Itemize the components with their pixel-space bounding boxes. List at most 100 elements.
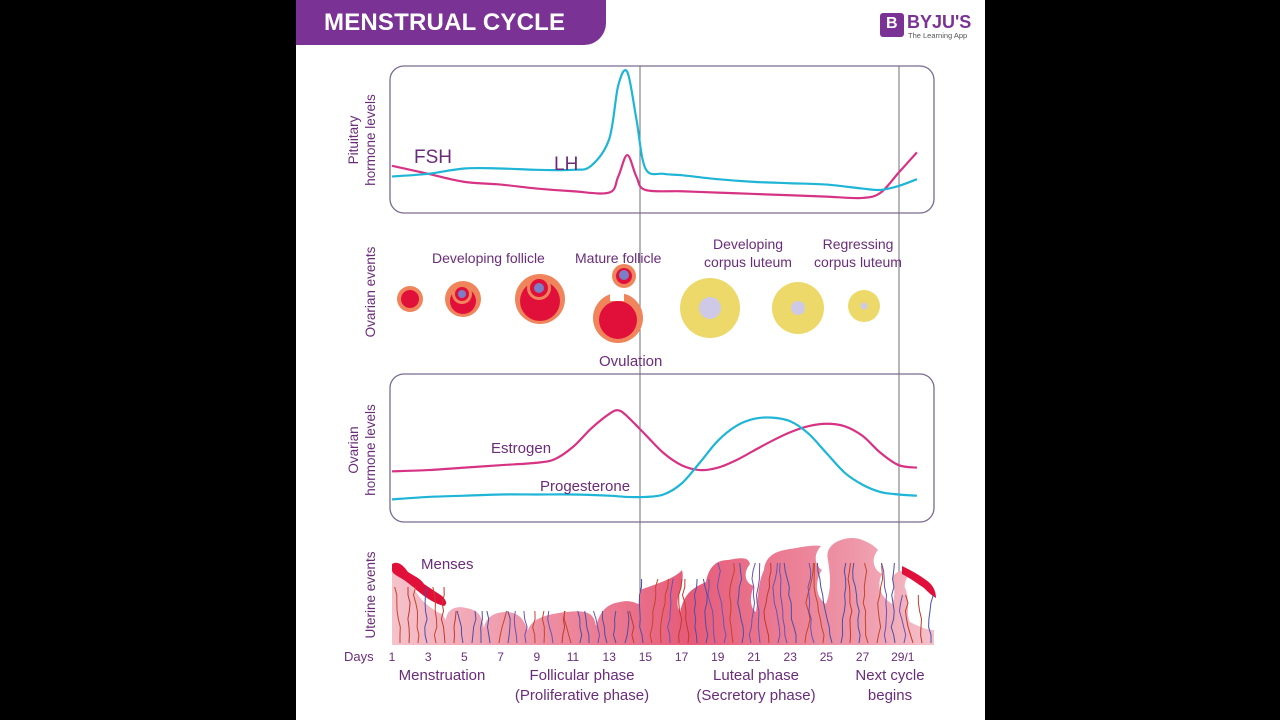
artery-vessel	[840, 562, 847, 644]
days-axis-label: Days	[344, 649, 374, 664]
spiral-arteries	[394, 562, 934, 644]
day-tick: 25	[820, 650, 834, 664]
artery-vessel	[904, 594, 914, 644]
estrogen-curve	[391, 409, 918, 473]
menses-label: Menses	[421, 556, 474, 573]
diagram-canvas: MENSTRUAL CYCLE B BYJU'S The Learning Ap…	[296, 0, 985, 720]
tertiary-follicle	[515, 274, 565, 324]
artery-vessel	[424, 586, 428, 644]
day-tick: 13	[603, 650, 617, 664]
progesterone-label: Progesterone	[540, 478, 630, 495]
logo-icon: B	[880, 13, 904, 37]
artery-vessel	[707, 578, 716, 644]
artery-vessel	[593, 610, 601, 644]
artery-vessel	[772, 562, 781, 644]
artery-vessel	[783, 562, 797, 643]
uterine-ylabel: Uterine events	[363, 551, 378, 638]
progesterone-curve	[391, 416, 917, 501]
ovarian-events-ylabel: Ovarian events	[363, 246, 378, 337]
artery-vessel	[716, 562, 727, 644]
artery-vessel	[862, 562, 869, 644]
artery-vessel	[876, 562, 884, 644]
estrogen-label: Estrogen	[491, 440, 551, 457]
artery-vessel	[638, 578, 644, 644]
developing-corpus-luteum-medium	[772, 282, 824, 334]
pituitary-ylabel-1: Pituitary	[346, 115, 361, 164]
pituitary-curves	[391, 69, 918, 200]
artery-vessel	[729, 562, 735, 644]
artery-vessel	[763, 562, 772, 644]
artery-vessel	[486, 610, 491, 644]
developing-corpus-luteum-large	[680, 278, 740, 338]
artery-vessel	[440, 586, 446, 644]
artery-vessel	[612, 610, 617, 644]
menstrual-cycle-diagram: Pituitary hormone levels Ovarian events …	[344, 65, 936, 704]
artery-vessel	[681, 578, 690, 644]
artery-vessel	[649, 578, 659, 644]
pituitary-ylabel-2: hormone levels	[363, 94, 378, 186]
regressing-corpus-label-1: Regressing	[823, 236, 894, 252]
developing-follicle-label: Developing follicle	[432, 250, 545, 266]
artery-vessel	[779, 562, 788, 644]
mature-follicle-label: Mature follicle	[575, 250, 662, 266]
developing-corpus-label-2: corpus luteum	[704, 254, 792, 270]
day-ticks: 1 3 5 7 9 11 13 15 17 19 21 23 25 27 29/1	[389, 650, 915, 664]
fsh-label: FSH	[414, 147, 452, 168]
artery-vessel	[394, 586, 401, 643]
artery-vessel	[678, 578, 683, 644]
phase-next-cycle: Next cycle	[855, 667, 924, 684]
artery-vessel	[667, 578, 674, 644]
ovulation-label: Ovulation	[599, 353, 662, 370]
day-tick: 23	[784, 650, 798, 664]
artery-vessel	[629, 610, 635, 644]
artery-vessel	[407, 587, 411, 644]
day-tick: 11	[567, 650, 580, 664]
artery-vessel	[804, 562, 814, 644]
artery-vessel	[471, 610, 477, 644]
phase-follicular: Follicular phase	[529, 667, 634, 684]
artery-vessel	[507, 610, 511, 644]
page-title: MENSTRUAL CYCLE	[324, 9, 566, 36]
fsh-curve	[391, 151, 918, 200]
artery-vessel	[523, 610, 528, 644]
artery-vessel	[813, 562, 825, 644]
artery-vessel	[547, 610, 554, 644]
endometrium	[392, 538, 934, 645]
artery-vessel	[817, 562, 833, 644]
artery-vessel	[748, 562, 756, 644]
regressing-corpus-label-2: corpus luteum	[814, 254, 902, 270]
artery-vessel	[480, 610, 483, 643]
lh-label: LH	[554, 154, 578, 175]
phase-luteal: Luteal phase	[713, 667, 799, 684]
ovarian-hormone-panel-frame	[389, 373, 935, 523]
regressing-corpus-luteum	[848, 290, 880, 322]
artery-vessel	[702, 578, 709, 644]
artery-vessel	[453, 610, 457, 644]
day-tick: 3	[425, 650, 432, 664]
phase-menstruation: Menstruation	[399, 667, 486, 684]
artery-vessel	[432, 586, 438, 644]
pituitary-panel-frame	[389, 65, 935, 214]
artery-vessel	[513, 610, 518, 644]
next-menses-flow	[902, 566, 936, 598]
ovulating-follicle	[593, 291, 643, 343]
day-tick: 17	[675, 650, 689, 664]
artery-vessel	[498, 610, 508, 644]
lh-curve	[391, 69, 918, 192]
artery-vessel	[928, 594, 934, 643]
ovarian-hormone-ylabel-1: Ovarian	[346, 426, 361, 473]
primary-follicle	[397, 286, 423, 312]
artery-vessel	[807, 562, 815, 644]
mature-follicle	[612, 264, 636, 288]
day-tick: 19	[711, 650, 725, 664]
day-tick: 27	[856, 650, 870, 664]
logo-name: BYJU'S	[907, 12, 972, 32]
phase-luteal-sub: (Secretory phase)	[696, 687, 815, 704]
day-tick: 29/1	[891, 650, 915, 664]
artery-vessel	[898, 594, 907, 644]
day-tick: 7	[497, 650, 504, 664]
day-tick: 9	[533, 650, 540, 664]
artery-vessel	[737, 562, 745, 644]
day-tick: 1	[389, 650, 396, 664]
menses-flow	[392, 562, 447, 606]
